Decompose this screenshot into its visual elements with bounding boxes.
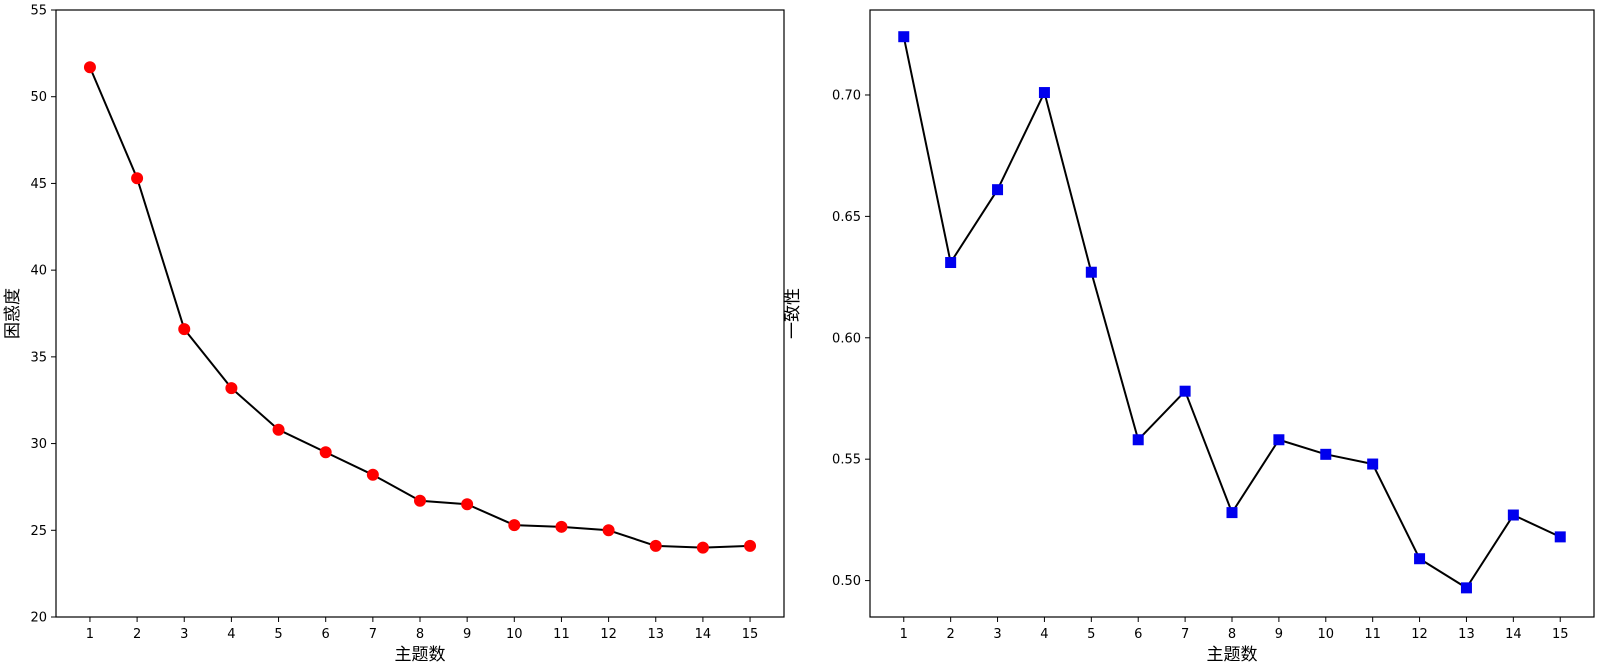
y-tick-label: 0.60 bbox=[832, 331, 861, 346]
x-tick-label: 13 bbox=[647, 627, 664, 642]
perplexity-point bbox=[649, 539, 662, 552]
x-tick-label: 8 bbox=[416, 627, 424, 642]
perplexity-point bbox=[696, 541, 709, 554]
perplexity-point bbox=[83, 61, 96, 74]
perplexity-point bbox=[508, 519, 521, 532]
coherence-point bbox=[1367, 458, 1379, 470]
x-tick-label: 15 bbox=[742, 627, 759, 642]
x-tick-label: 7 bbox=[369, 627, 377, 642]
perplexity-point bbox=[366, 468, 379, 481]
perplexity-point bbox=[225, 382, 238, 395]
y-tick-label: 0.50 bbox=[832, 574, 861, 589]
x-tick-label: 5 bbox=[274, 627, 282, 642]
x-tick-label: 3 bbox=[993, 627, 1001, 642]
coherence-series-line bbox=[902, 36, 1561, 589]
perplexity-point bbox=[414, 494, 426, 507]
y-tick-label: 0.70 bbox=[832, 88, 861, 103]
y-tick-label: 45 bbox=[30, 177, 47, 192]
x-axis-label: 主题数 bbox=[395, 645, 446, 665]
y-tick-label: 25 bbox=[30, 524, 47, 539]
x-tick-label: 12 bbox=[1411, 627, 1428, 642]
plot-frame bbox=[55, 9, 785, 618]
perplexity-point bbox=[131, 172, 144, 185]
y-tick-label: 0.55 bbox=[832, 453, 861, 468]
coherence-point bbox=[1507, 509, 1519, 521]
x-tick-label: 11 bbox=[1364, 627, 1381, 642]
perplexity-panel: 1 2 3 4 5 6 7 8 9 10 11 12 13 14 152025303540455055主题数… bbox=[3, 4, 785, 665]
y-tick-label: 55 bbox=[30, 4, 47, 19]
x-axis-label: 主题数 bbox=[1207, 645, 1258, 665]
y-tick-label: 30 bbox=[30, 437, 47, 452]
coherence-panel: 1 2 3 4 5 6 7 8 9 10 11 12 13 14 150.500.550.600.650.7… bbox=[783, 9, 1595, 665]
perplexity-point bbox=[602, 524, 615, 537]
x-tick-label: 3 bbox=[180, 627, 188, 642]
coherence-point bbox=[1460, 582, 1472, 594]
x-tick-label: 15 bbox=[1552, 627, 1569, 642]
y-tick-label: 35 bbox=[30, 350, 47, 365]
x-tick-label: 9 bbox=[463, 627, 471, 642]
y-axis-label: 困惑度 bbox=[3, 288, 23, 339]
y-tick-label: 20 bbox=[30, 611, 47, 626]
x-tick-label: 2 bbox=[947, 627, 955, 642]
coherence-point bbox=[1226, 507, 1238, 519]
coherence-point bbox=[1132, 434, 1144, 446]
y-axis-label: 一致性 bbox=[783, 288, 803, 339]
coherence-point bbox=[1038, 87, 1050, 99]
perplexity-point bbox=[744, 539, 757, 552]
x-tick-label: 4 bbox=[1040, 627, 1048, 642]
x-tick-label: 6 bbox=[1134, 627, 1142, 642]
x-tick-label: 14 bbox=[1505, 627, 1522, 642]
x-tick-label: 6 bbox=[322, 627, 330, 642]
coherence-point bbox=[945, 257, 957, 269]
y-tick-label: 40 bbox=[30, 264, 47, 279]
x-tick-label: 11 bbox=[553, 627, 570, 642]
x-tick-label: 14 bbox=[695, 627, 712, 642]
x-tick-label: 5 bbox=[1087, 627, 1095, 642]
coherence-point bbox=[1179, 385, 1191, 397]
x-tick-label: 1 bbox=[86, 627, 94, 642]
plot-frame bbox=[869, 9, 1595, 618]
coherence-point bbox=[1414, 553, 1426, 565]
perplexity-point bbox=[319, 446, 332, 459]
perplexity-point bbox=[461, 498, 474, 511]
coherence-point bbox=[992, 184, 1004, 196]
x-tick-label: 9 bbox=[1275, 627, 1283, 642]
x-tick-label: 8 bbox=[1228, 627, 1236, 642]
coherence-point bbox=[1554, 531, 1566, 543]
x-tick-label: 2 bbox=[133, 627, 141, 642]
x-tick-label: 13 bbox=[1458, 627, 1475, 642]
x-tick-label: 1 bbox=[900, 627, 908, 642]
coherence-point bbox=[1273, 434, 1285, 446]
perplexity-series-line bbox=[89, 66, 751, 549]
x-tick-label: 4 bbox=[227, 627, 235, 642]
y-tick-label: 0.65 bbox=[832, 210, 861, 225]
coherence-point bbox=[1320, 448, 1332, 460]
x-tick-label: 12 bbox=[600, 627, 617, 642]
x-tick-label: 10 bbox=[1318, 627, 1335, 642]
perplexity-point bbox=[272, 423, 285, 436]
y-tick-label: 50 bbox=[30, 90, 47, 105]
x-tick-label: 7 bbox=[1181, 627, 1189, 642]
perplexity-point bbox=[178, 323, 191, 336]
coherence-point bbox=[1085, 266, 1097, 278]
coherence-point bbox=[898, 31, 910, 43]
x-tick-label: 10 bbox=[506, 627, 523, 642]
perplexity-point bbox=[555, 520, 568, 533]
